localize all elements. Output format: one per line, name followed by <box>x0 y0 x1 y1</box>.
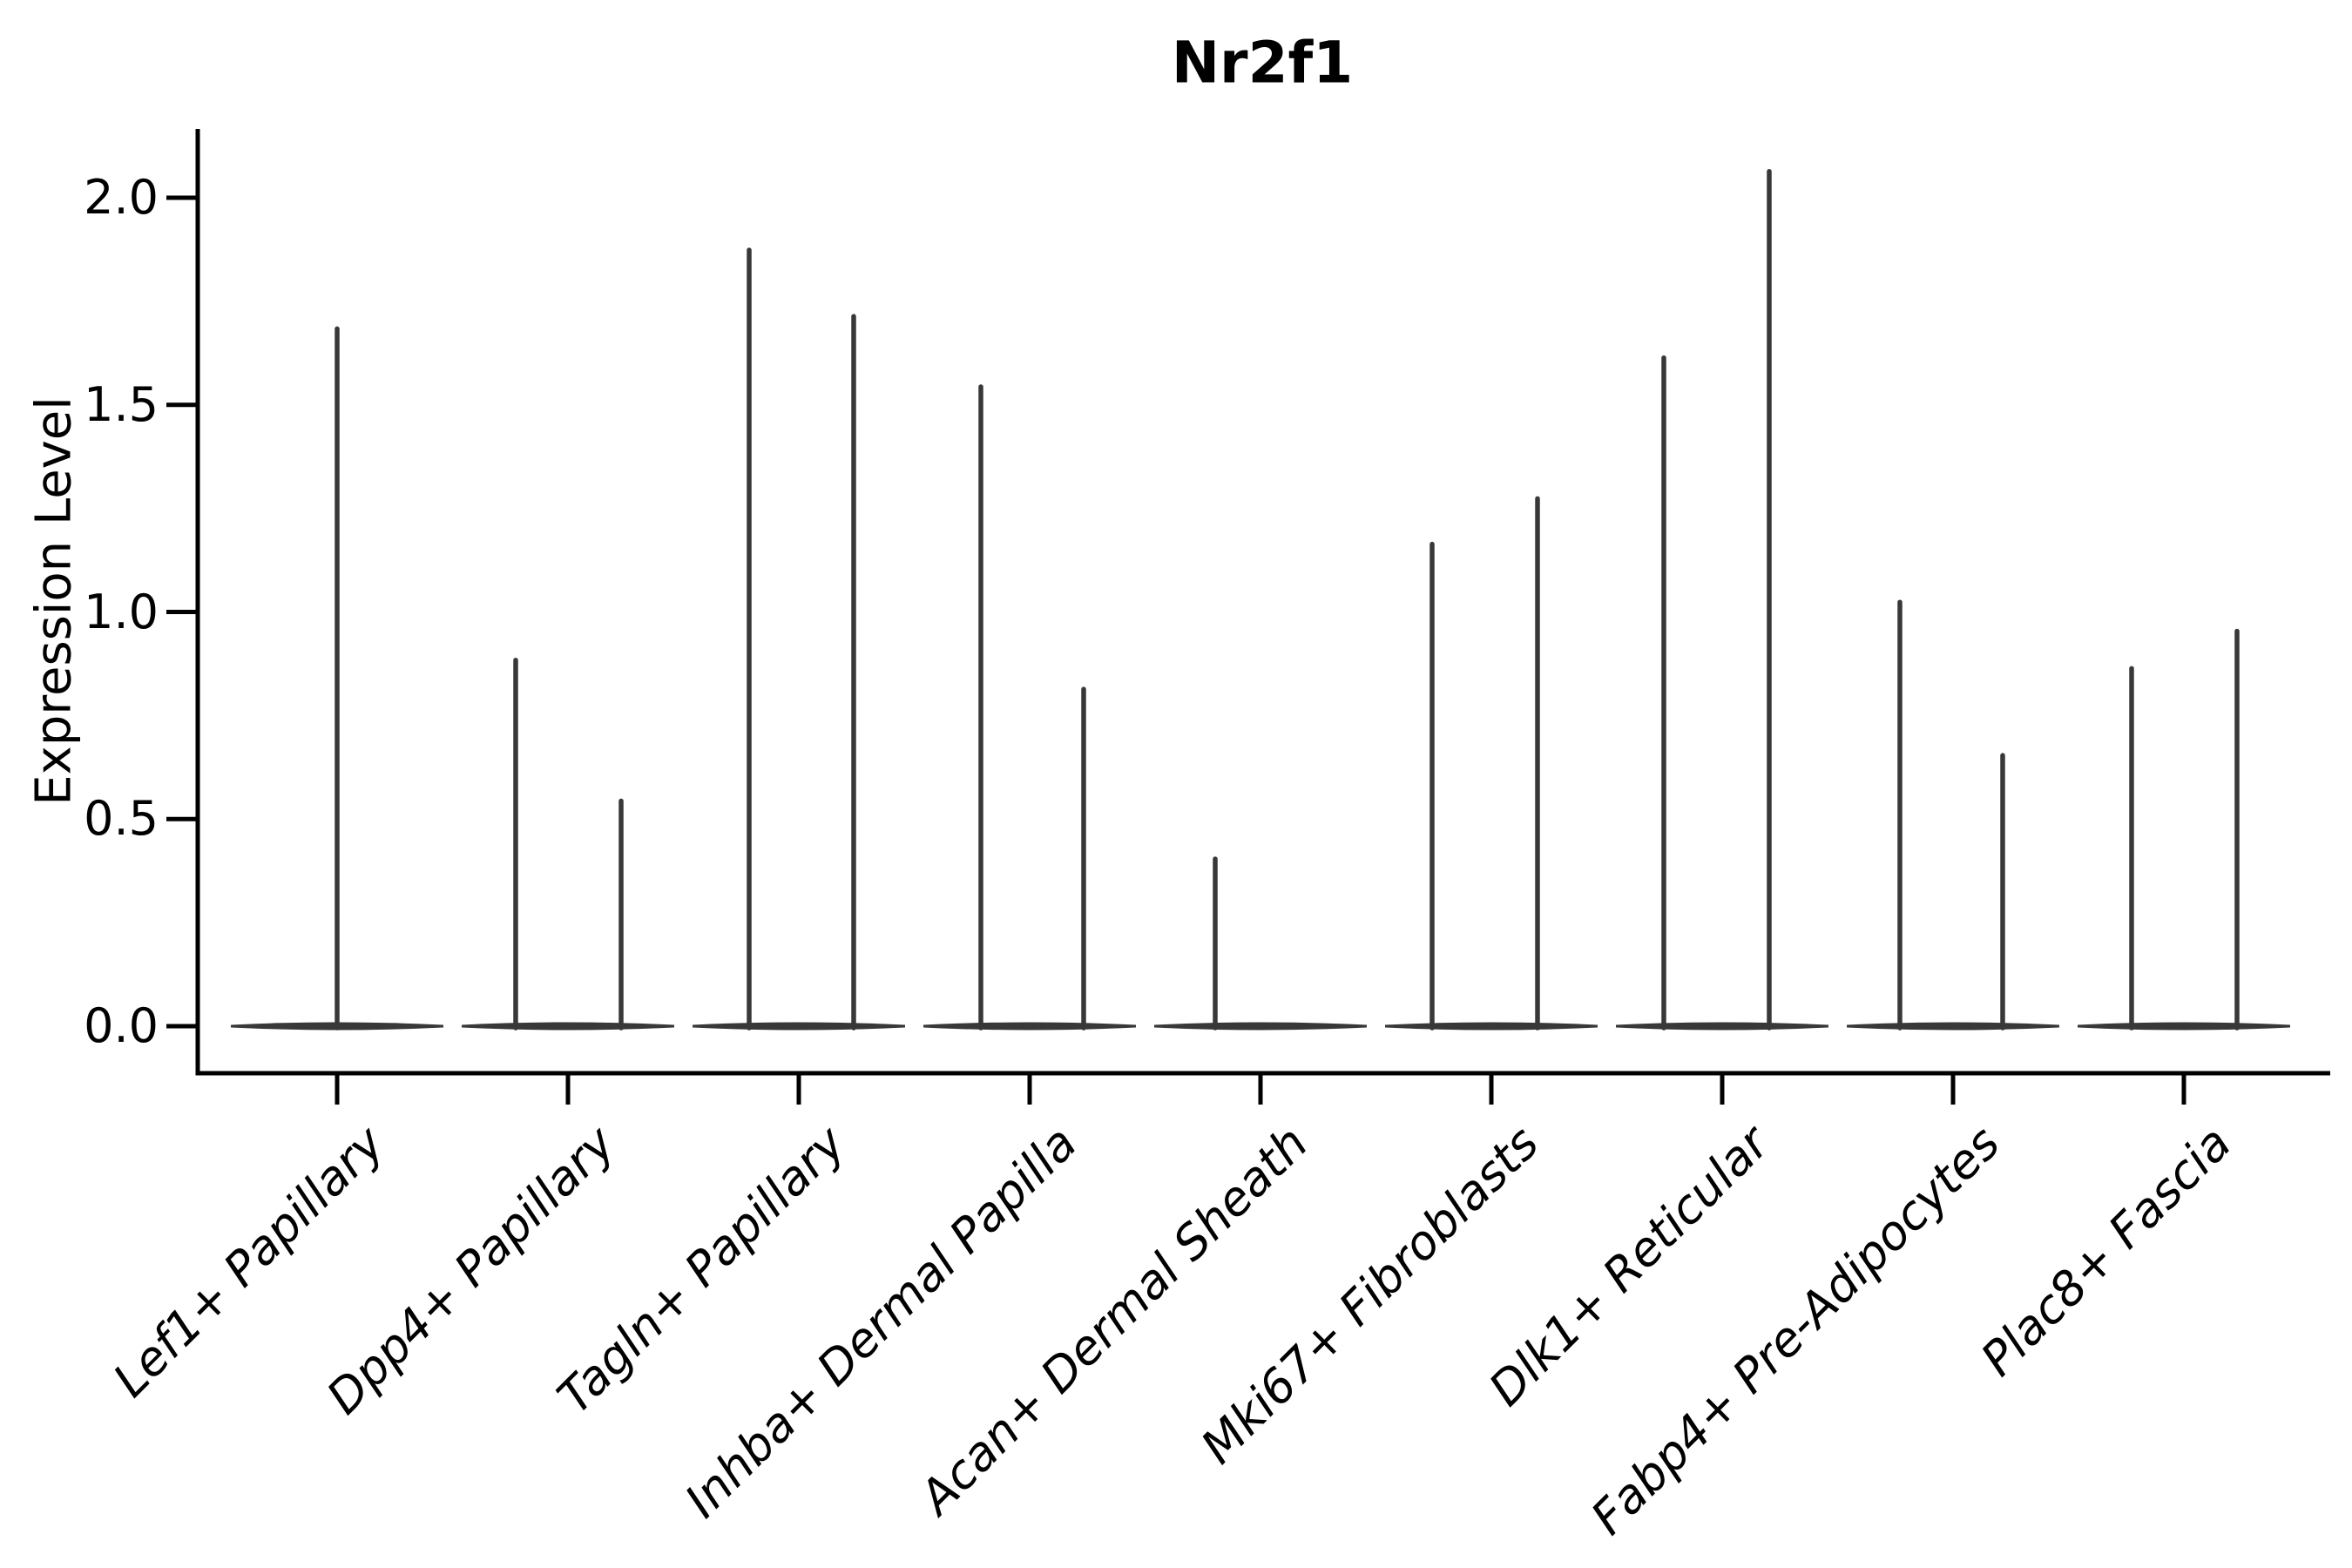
violin-baseline <box>1616 1022 1828 1031</box>
violin-baseline <box>923 1022 1136 1031</box>
violin-baseline <box>693 1022 905 1031</box>
y-tick-label: 0.0 <box>84 998 159 1053</box>
violin-baseline <box>1847 1022 2059 1031</box>
violin-baseline <box>462 1022 674 1031</box>
y-tick-label: 1.5 <box>84 376 159 432</box>
y-tick-label: 2.0 <box>84 170 159 225</box>
chart-title: Nr2f1 <box>1171 29 1354 97</box>
y-tick-label: 1.0 <box>84 584 159 639</box>
violin-baseline <box>1154 1022 1367 1031</box>
violin-baseline <box>1385 1022 1598 1031</box>
y-tick-label: 0.5 <box>84 791 159 847</box>
violin-baseline <box>2078 1022 2290 1031</box>
